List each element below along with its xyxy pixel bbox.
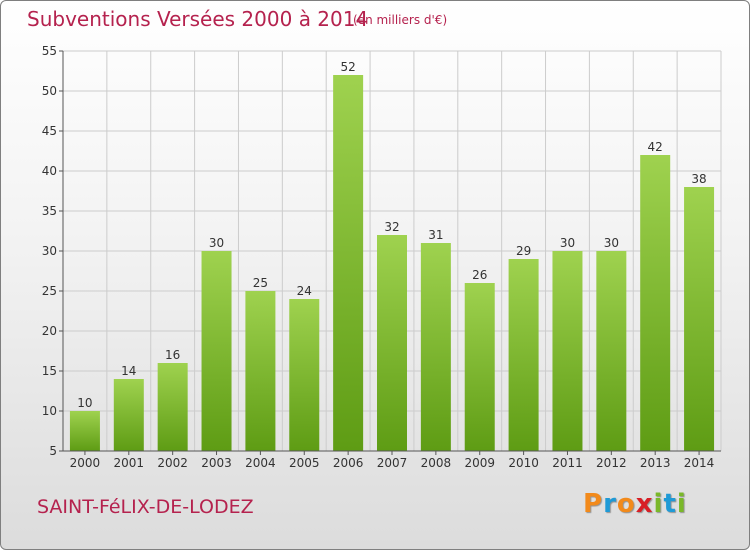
y-tick-label: 10 [42, 404, 57, 418]
data-label: 10 [77, 396, 92, 410]
y-tick-label: 35 [42, 204, 57, 218]
x-axis: 2000 2001 2002 2003 2004 2005 2006 2007 2008 2009… [63, 450, 721, 470]
data-label: 16 [165, 348, 180, 362]
data-label: 38 [691, 172, 706, 186]
x-tick-label: 2003 [201, 456, 232, 470]
data-label: 26 [472, 268, 487, 282]
data-label: 52 [340, 60, 355, 74]
bar-2005[interactable] [289, 299, 320, 451]
bar-2008[interactable] [420, 243, 451, 451]
chart-unit-note: (en milliers d'€) [353, 13, 448, 27]
logo-letter: t [663, 489, 677, 519]
y-tick-label: 55 [42, 44, 57, 58]
logo-letter: i [653, 489, 664, 519]
x-tick-label: 2012 [596, 456, 627, 470]
x-tick-label: 2007 [377, 456, 408, 470]
x-tick-label: 2005 [289, 456, 320, 470]
x-tick-label: 2000 [70, 456, 101, 470]
bar-2000[interactable] [69, 411, 100, 451]
data-label: 30 [209, 236, 224, 250]
bar-2001[interactable] [113, 379, 144, 451]
y-tick-label: 5 [49, 444, 57, 458]
y-tick-label: 25 [42, 284, 57, 298]
x-tick-label: 2014 [684, 456, 715, 470]
data-label: 30 [604, 236, 619, 250]
data-label: 30 [560, 236, 575, 250]
bar-2002[interactable] [157, 363, 188, 451]
bar-2007[interactable] [377, 235, 407, 451]
bar-2012[interactable] [596, 251, 627, 451]
y-tick-label: 40 [42, 164, 57, 178]
data-label: 32 [384, 220, 399, 234]
data-label: 25 [253, 276, 268, 290]
proxiti-logo[interactable]: Proxiti [583, 489, 687, 519]
bar-2011[interactable] [552, 251, 583, 451]
data-label: 29 [516, 244, 531, 258]
chart-title: Subventions Versées 2000 à 2014 [27, 7, 369, 31]
x-tick-label: 2008 [421, 456, 452, 470]
commune-name: SAINT-FéLIX-DE-LODEZ [37, 496, 254, 518]
bar-2004[interactable] [245, 291, 276, 451]
logo-letter: r [603, 489, 617, 519]
x-tick-label: 2004 [245, 456, 276, 470]
bar-2014[interactable] [684, 187, 715, 451]
bar-2013[interactable] [640, 155, 671, 451]
bar-series: 10 14 16 30 25 24 52 32 31 26 29 30 30 42 38 [69, 60, 715, 451]
x-tick-label: 2001 [114, 456, 145, 470]
y-tick-label: 45 [42, 124, 57, 138]
bar-2006[interactable] [333, 75, 364, 451]
data-label: 14 [121, 364, 136, 378]
x-tick-label: 2013 [640, 456, 671, 470]
bar-2010[interactable] [508, 259, 539, 451]
logo-letter: i [676, 489, 687, 519]
x-tick-label: 2006 [333, 456, 364, 470]
y-tick-label: 50 [42, 84, 57, 98]
logo-letter: x [635, 489, 654, 519]
y-tick-label: 15 [42, 364, 57, 378]
logo-letter: o [616, 489, 636, 519]
y-tick-label: 30 [42, 244, 57, 258]
y-tick-label: 20 [42, 324, 57, 338]
data-label: 31 [428, 228, 443, 242]
x-tick-label: 2011 [552, 456, 583, 470]
bar-2003[interactable] [201, 251, 232, 451]
logo-letter: P [583, 489, 604, 519]
bar-2009[interactable] [464, 283, 495, 451]
x-tick-label: 2002 [157, 456, 188, 470]
data-label: 42 [648, 140, 663, 154]
x-tick-label: 2009 [464, 456, 495, 470]
y-axis: 5 10 15 20 25 30 35 40 45 50 55 [42, 44, 64, 458]
x-tick-label: 2010 [508, 456, 539, 470]
data-label: 24 [297, 284, 312, 298]
